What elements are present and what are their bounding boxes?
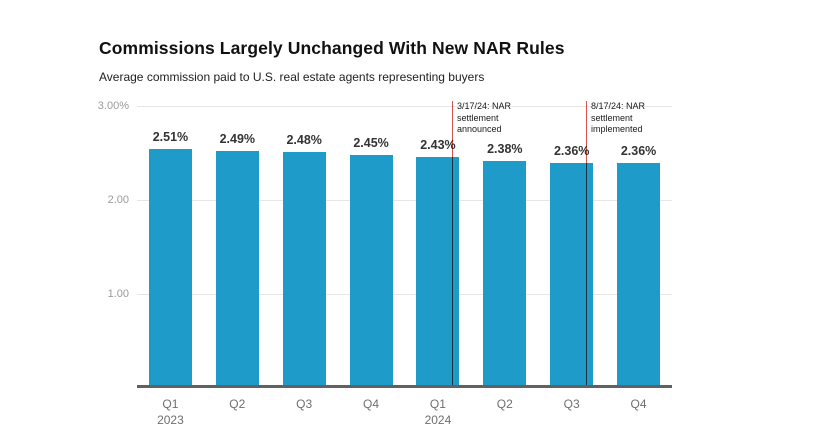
year-label: 2024: [424, 413, 452, 427]
gridline: [137, 294, 672, 295]
bar: [483, 161, 527, 385]
x-tick-label: Q1: [429, 397, 446, 411]
bar-value-label: 2.51%: [152, 130, 189, 145]
annotation-text-line: settlement: [457, 112, 499, 123]
x-tick-label: Q2: [496, 397, 513, 411]
chart-title: Commissions Largely Unchanged With New N…: [99, 38, 565, 58]
y-tick-label: 3.00%: [97, 100, 129, 112]
bar-value-label: 2.48%: [286, 132, 322, 147]
annotation-text: 3/17/24: NAR settlement announced: [457, 101, 535, 136]
x-tick-label: Q3: [563, 397, 580, 411]
annotation-text-line: announced: [457, 124, 502, 134]
y-tick-label: 2.00: [107, 194, 129, 206]
bar-value-label: 2.43%: [420, 137, 456, 152]
y-tick-label: 1.00: [107, 288, 129, 300]
x-tick-label: Q4: [363, 397, 380, 411]
annotation-text: 8/17/24: NAR settlement implemented: [591, 101, 669, 136]
bar: [349, 154, 393, 385]
bar: [282, 151, 326, 385]
bar-value-label: 2.38%: [487, 142, 523, 157]
annotation-line: [586, 101, 587, 385]
annotation-text-line: 8/17/24: NAR: [591, 101, 646, 111]
annotation-text-line: settlement: [591, 112, 633, 123]
x-tick-label: Q4: [630, 397, 647, 411]
bar-value-label: 2.49%: [219, 131, 256, 146]
annotation-text-line: implemented: [591, 124, 643, 134]
bar-value-label: 2.36%: [553, 144, 590, 159]
chart-subtitle: Average commission paid to U.S. real est…: [99, 70, 485, 84]
x-tick-label: Q3: [296, 397, 313, 411]
annotation-line: [452, 101, 453, 385]
year-label: 2023: [157, 413, 184, 427]
bar: [148, 149, 192, 385]
bar: [215, 150, 259, 385]
x-tick-label: Q1: [162, 397, 179, 411]
bar-value-label: 2.36%: [620, 144, 657, 159]
bar-value-label: 2.45%: [353, 135, 389, 150]
gridline: [137, 106, 672, 107]
gridline: [137, 200, 672, 201]
annotation-text-line: 3/17/24: NAR: [457, 101, 512, 111]
x-tick-label: Q2: [229, 397, 246, 411]
bar: [617, 163, 661, 385]
plot-area: 3.00% 2.00 1.00 2.51% Q1 2023 2.49% Q2 2.48% Q3 2.…: [98, 100, 672, 427]
